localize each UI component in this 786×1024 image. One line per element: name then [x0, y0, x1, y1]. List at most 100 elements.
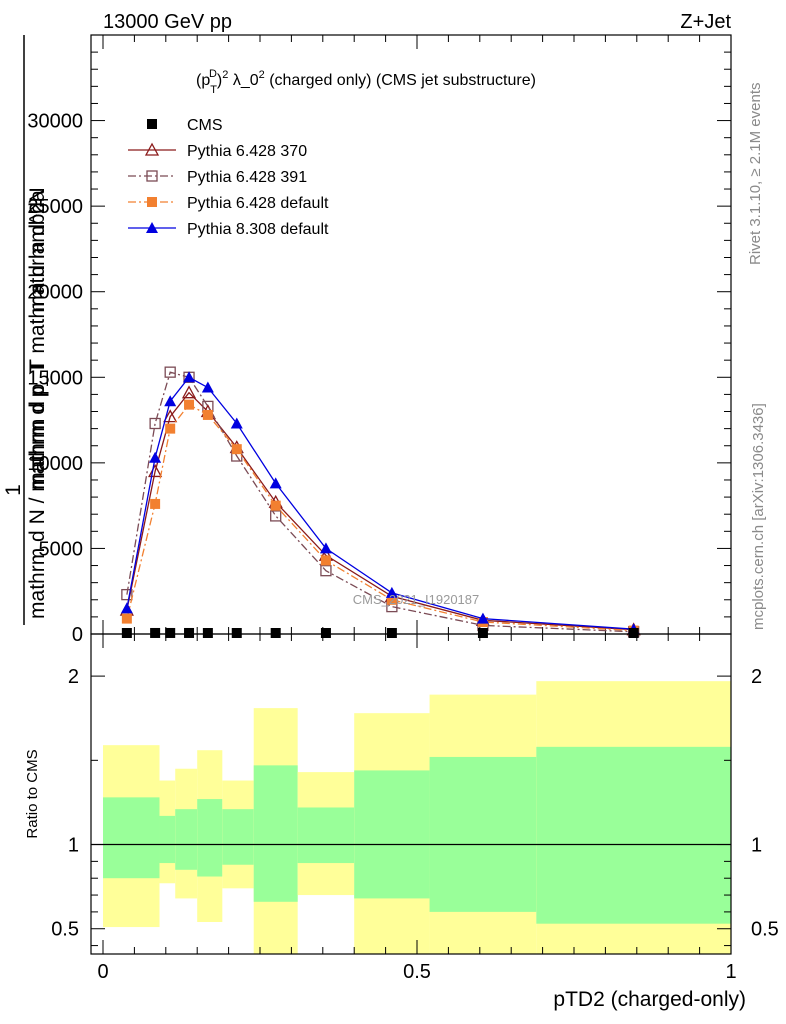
series-cms	[121, 627, 639, 638]
ratio-xtick-label: 1	[725, 961, 736, 983]
ratio-frame	[90, 633, 732, 955]
ratio-xlabel: pTD2 (charged-only)	[553, 988, 746, 1011]
ratio-ticks: 0.5 0.5 1 1 2 2 0 0.5 1	[51, 634, 779, 983]
mcplots-label: mcplots.cern.ch [arXiv:1306.3436]	[750, 403, 767, 630]
main-ytick-label: 15000	[27, 367, 83, 389]
data-point	[149, 451, 162, 463]
data-point	[202, 628, 213, 638]
ylabel-denominator: mathrm d p_T mathrm d lambda	[26, 190, 49, 490]
legend-marker	[146, 222, 158, 233]
data-point	[477, 628, 488, 638]
data-point	[164, 366, 176, 378]
data-point	[184, 627, 195, 638]
legend-marker	[144, 142, 160, 156]
data-point	[165, 423, 176, 434]
main-panel: 0 5000 10000 15000 20000 25000 30000 CMS_2021_…	[2, 34, 732, 646]
legend-entry: CMS	[147, 117, 223, 134]
main-ytick-label: 5000	[39, 538, 84, 560]
ratio-ytick-label-right: 1	[751, 835, 762, 857]
legend-marker	[146, 170, 158, 182]
main-ytick-label: 20000	[27, 282, 83, 304]
data-point	[231, 444, 242, 455]
ratio-bands	[103, 681, 731, 954]
ratio-ytick-label: 1	[68, 835, 79, 857]
main-y-ticks: 0 5000 10000 15000 20000 25000 30000	[27, 35, 732, 646]
data-point	[149, 417, 161, 430]
analysis-watermark: CMS_2021_I1920187	[353, 592, 480, 607]
data-point	[165, 627, 176, 638]
main-ytick-label: 30000	[27, 111, 83, 133]
legend-label: Pythia 6.428 391	[187, 169, 307, 186]
legend: CMS Pythia 6.428 370 Pythia 6.428 391 Pythi…	[128, 117, 329, 238]
data-point	[628, 628, 639, 638]
main-series	[119, 366, 641, 638]
main-ytick-label: 25000	[27, 196, 83, 218]
legend-entry: Pythia 6.428 370	[128, 142, 307, 160]
data-point	[476, 612, 489, 624]
legend-marker	[147, 197, 157, 207]
ratio-xtick-label: 0.5	[403, 961, 431, 983]
data-point	[386, 594, 397, 605]
legend-entry: Pythia 6.428 default	[128, 195, 329, 212]
legend-entry: Pythia 8.308 default	[128, 221, 329, 238]
data-point	[121, 628, 132, 638]
header-process: Z+Jet	[680, 11, 731, 33]
data-point	[201, 381, 214, 393]
ratio-xtick-label: 0	[97, 961, 108, 983]
main-ytick-label: 10000	[27, 453, 83, 475]
data-point	[320, 628, 331, 638]
main-ytick-label: 0	[72, 624, 83, 646]
ratio-ylabel: Ratio to CMS	[24, 749, 41, 838]
data-point	[121, 588, 133, 601]
data-point	[386, 628, 397, 638]
legend-label: Pythia 6.428 370	[187, 143, 307, 160]
legend-label: Pythia 8.308 default	[187, 221, 329, 238]
plot-title: (pTD)2 λ_02 (charged only) (CMS jet subs…	[196, 68, 536, 96]
data-point	[181, 385, 197, 399]
series-line	[126, 371, 634, 633]
inner-band	[297, 807, 355, 864]
header-energy: 13000 GeV pp	[103, 11, 232, 33]
ylabel-one: 1	[2, 484, 25, 496]
data-point	[320, 555, 331, 566]
inner-band	[197, 799, 223, 877]
inner-band	[253, 765, 298, 902]
data-point	[320, 565, 332, 577]
legend-label: Pythia 6.428 default	[187, 195, 329, 212]
inner-band	[159, 815, 176, 864]
data-point	[270, 500, 281, 511]
ratio-ytick-label: 2	[68, 666, 79, 688]
legend-entry: Pythia 6.428 391	[128, 169, 307, 186]
data-point	[150, 498, 161, 509]
data-point	[270, 510, 282, 522]
data-point	[230, 417, 243, 429]
data-point	[270, 628, 281, 638]
data-point	[120, 602, 133, 614]
inner-band	[175, 809, 198, 870]
data-point	[150, 627, 161, 638]
data-point	[319, 542, 332, 554]
legend-marker	[147, 119, 157, 129]
data-point	[385, 586, 398, 598]
ratio-ytick-label: 0.5	[51, 919, 79, 941]
inner-band	[222, 809, 254, 865]
ratio-ytick-label-right: 2	[751, 666, 762, 688]
inner-band	[536, 746, 731, 924]
data-point	[163, 409, 178, 423]
rivet-label: Rivet 3.1.10, ≥ 2.1M events	[747, 83, 764, 266]
ratio-ytick-label-right: 0.5	[751, 919, 779, 941]
ylabel-numerator: mathrm d^2N	[26, 187, 49, 312]
ylabel-main: mathrm d N / mathrm d p_T	[26, 361, 49, 619]
data-point	[231, 628, 242, 638]
inner-band	[354, 770, 430, 899]
data-point	[269, 477, 282, 489]
data-point	[183, 371, 196, 383]
data-point	[184, 399, 195, 410]
inner-band	[429, 756, 537, 912]
data-point	[164, 395, 177, 407]
data-point	[121, 613, 132, 624]
data-point	[202, 409, 213, 420]
legend-label: CMS	[187, 117, 223, 134]
inner-band	[103, 797, 160, 879]
